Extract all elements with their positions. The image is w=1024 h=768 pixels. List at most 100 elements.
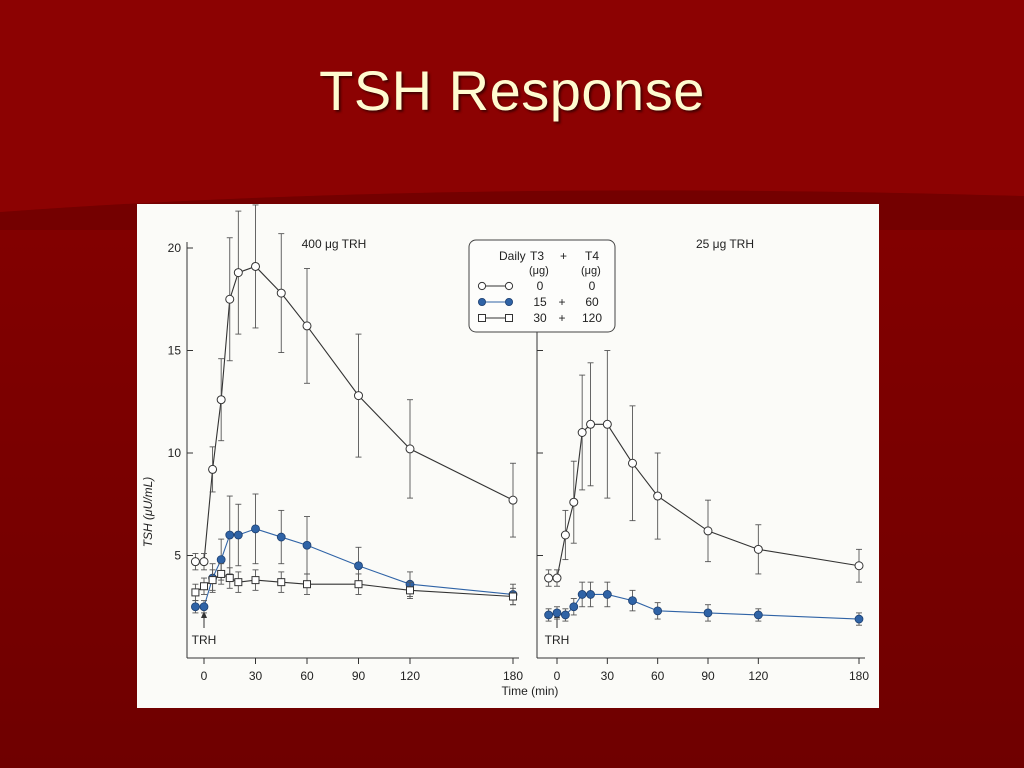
data-point <box>602 419 612 429</box>
data-point <box>586 590 595 599</box>
data-point <box>354 561 363 571</box>
panel-title: 400 μg TRH <box>302 237 367 251</box>
x-tick-label: 180 <box>849 669 869 683</box>
data-point <box>577 590 587 599</box>
x-tick-label: 30 <box>601 669 615 683</box>
y-tick-label: 5 <box>174 549 181 563</box>
legend-header-t4: T4 <box>585 249 599 263</box>
legend-marker <box>477 298 486 307</box>
data-point <box>190 557 200 567</box>
data-point <box>577 428 587 437</box>
chart-legend: Daily T3 + T4 (μg) (μg) 0 0 15 +60 30 +120 <box>468 239 616 333</box>
y-tick-label: 20 <box>168 241 182 255</box>
series-line <box>195 528 514 608</box>
trh-arrow-head <box>201 611 207 618</box>
data-point <box>854 614 864 624</box>
chart-axes: 5 10 15 20 0 30 60 90 120 180 400 μg TRH TRH 0 30 60 90… <box>168 237 870 683</box>
data-point <box>234 578 243 587</box>
data-point <box>199 557 209 567</box>
series-filled-circle <box>544 581 864 626</box>
legend-plus: + <box>558 295 565 309</box>
data-point <box>405 444 415 454</box>
data-point <box>217 569 226 578</box>
data-point <box>233 268 243 278</box>
data-point <box>602 590 612 599</box>
data-point <box>251 524 260 534</box>
data-point <box>753 610 763 620</box>
data-point <box>854 561 864 571</box>
data-point <box>552 608 562 618</box>
legend-header-t3: T3 <box>530 249 544 263</box>
data-point <box>199 602 209 612</box>
legend-t4-value: 120 <box>582 311 602 325</box>
data-point <box>251 576 260 585</box>
data-point <box>628 596 637 606</box>
series-line <box>195 265 514 563</box>
x-tick-label: 90 <box>352 669 366 683</box>
tsh-response-chart: 5 10 15 20 0 30 60 90 120 180 400 μg TRH TRH 0 30 60 90… <box>141 204 870 698</box>
data-point <box>302 540 312 550</box>
legend-unit-t3: (μg) <box>529 265 549 277</box>
chart-marks <box>190 204 864 626</box>
data-point <box>191 602 200 612</box>
series-filled-circle <box>191 493 518 614</box>
data-point <box>552 573 562 583</box>
y-axis-label: TSH (μU/mL) <box>141 477 155 548</box>
legend-t3-value: 0 <box>537 279 544 293</box>
data-point <box>200 582 208 591</box>
data-point <box>225 530 235 540</box>
data-point <box>354 580 363 589</box>
legend-box <box>468 239 616 333</box>
data-point <box>703 608 713 618</box>
x-tick-label: 0 <box>201 669 208 683</box>
x-tick-label: 120 <box>748 669 768 683</box>
data-point <box>191 588 200 597</box>
x-tick-label: 60 <box>651 669 665 683</box>
x-tick-label: 120 <box>400 669 420 683</box>
data-point <box>508 495 518 505</box>
data-point <box>406 586 414 595</box>
legend-marker <box>504 298 513 307</box>
data-point <box>303 580 311 589</box>
x-tick-label: 0 <box>554 669 561 683</box>
x-tick-label: 30 <box>249 669 263 683</box>
series-open-circle <box>544 350 864 587</box>
legend-t3-value: 30 <box>533 311 547 325</box>
legend-marker <box>505 314 513 322</box>
legend-header-label: Daily <box>499 249 526 263</box>
slide-title: TSH Response <box>319 59 705 122</box>
data-point <box>569 497 579 507</box>
y-tick-label: 15 <box>168 344 182 358</box>
data-point <box>208 576 217 585</box>
data-point <box>586 419 596 429</box>
series-line <box>195 573 514 598</box>
data-point <box>208 464 218 474</box>
series-open-square <box>191 563 517 606</box>
data-point <box>276 532 286 542</box>
data-point <box>225 294 235 304</box>
data-point <box>703 526 713 536</box>
legend-t4-value: 0 <box>589 279 596 293</box>
data-point <box>628 458 637 468</box>
trh-label: TRH <box>545 633 570 647</box>
trh-label: TRH <box>192 633 217 647</box>
y-tick-label: 10 <box>168 446 182 460</box>
data-point <box>233 530 243 540</box>
data-point <box>251 261 260 271</box>
figure-panel: 5 10 15 20 0 30 60 90 120 180 400 μg TRH TRH 0 30 60 90… <box>137 204 879 708</box>
data-point <box>509 592 517 601</box>
legend-t3-value: 15 <box>533 295 547 309</box>
series-line <box>548 593 860 620</box>
legend-plus: + <box>558 311 565 325</box>
legend-marker <box>504 281 514 291</box>
data-point <box>216 395 226 405</box>
x-axis-label: Time (min) <box>502 684 559 698</box>
legend-unit-t4: (μg) <box>581 265 601 277</box>
legend-header-plus: + <box>560 249 567 263</box>
data-point <box>653 491 663 501</box>
data-point <box>753 544 763 554</box>
data-point <box>225 574 234 583</box>
data-point <box>216 555 226 565</box>
legend-t4-value: 60 <box>585 295 599 309</box>
x-tick-label: 90 <box>701 669 715 683</box>
